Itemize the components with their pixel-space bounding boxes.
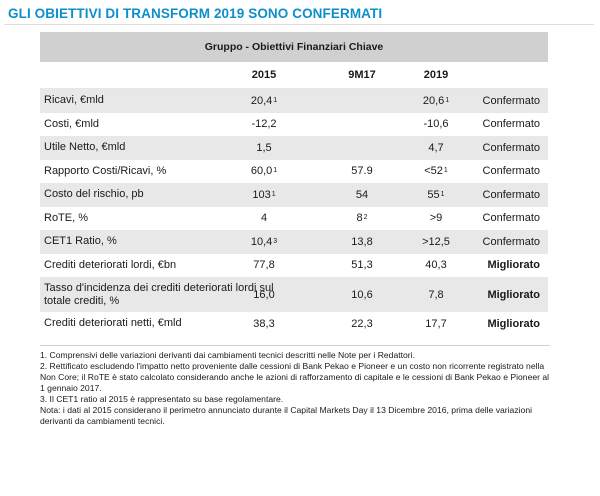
row-label: Crediti deteriorati netti, €mld xyxy=(44,317,182,330)
value-text: 4 xyxy=(260,212,268,225)
table-row: Ricavi, €mld 20,4 1 20,6 1 Confermato xyxy=(40,89,548,113)
value-2015: 103 1 xyxy=(252,188,276,201)
value-text: 13,8 xyxy=(351,235,373,248)
status-label: Migliorato xyxy=(487,288,540,301)
value-2019: 20,6 1 xyxy=(422,94,450,107)
value-2015: -12,2 xyxy=(220,113,308,137)
status-label: Confermato xyxy=(482,212,540,225)
financial-targets-table: Gruppo - Obiettivi Finanziari Chiave 201… xyxy=(40,30,548,336)
value-text: 20,4 xyxy=(250,94,273,107)
status-label: Confermato xyxy=(482,118,540,131)
footnote-nota: Nota: i dati al 2015 considerano il peri… xyxy=(40,405,533,426)
value-9m17: 57.9 xyxy=(318,160,406,184)
value-2019: 55 1 xyxy=(427,188,445,201)
table-row: Utile Netto, €mld 1,5 4,7 Confermato xyxy=(40,136,548,160)
value-text: 7,8 xyxy=(428,288,444,301)
status-label: Confermato xyxy=(482,94,540,107)
row-label: Utile Netto, €mld xyxy=(44,141,126,154)
value-text: 10,4 xyxy=(250,235,273,248)
table-row: CET1 Ratio, % 10,4 3 13,8 >12,5 Confermato xyxy=(40,230,548,254)
value-text: 10,6 xyxy=(351,288,373,301)
value-2019: 40,3 xyxy=(392,254,480,278)
table-body: Ricavi, €mld 20,4 1 20,6 1 Confermato Costi, €… xyxy=(40,89,548,336)
value-text: 54 xyxy=(355,188,369,201)
row-label: Costi, €mld xyxy=(44,117,100,130)
value-text: -12,2 xyxy=(251,118,277,131)
footnote-1: 1. Comprensivi delle variazioni derivant… xyxy=(40,350,415,360)
value-2019: >9 xyxy=(392,207,480,231)
value-2019: >12,5 xyxy=(392,230,480,254)
status-label: Confermato xyxy=(482,165,540,178)
notes-divider xyxy=(40,345,550,346)
title-divider xyxy=(4,24,594,25)
row-label: Rapporto Costi/Ricavi, % xyxy=(44,164,167,177)
value-text: 103 xyxy=(252,188,271,201)
table-row: Tasso d'incidenza dei crediti deteriorat… xyxy=(40,277,548,312)
page-title: GLI OBIETTIVI DI TRANSFORM 2019 SONO CON… xyxy=(8,6,383,21)
value-2019: -10,6 xyxy=(392,113,480,137)
value-2019: 7,8 xyxy=(392,277,480,312)
value-text: 17,7 xyxy=(425,317,447,330)
status-label: Confermato xyxy=(482,235,540,248)
row-label: Ricavi, €mld xyxy=(44,94,104,107)
value-text: -10,6 xyxy=(423,118,449,131)
value-2015: 60,0 1 xyxy=(250,165,278,178)
column-header-2019: 2019 xyxy=(423,69,449,81)
table-row: Rapporto Costi/Ricavi, % 60,0 1 57.9 <52 1 Con… xyxy=(40,160,548,184)
row-label: CET1 Ratio, % xyxy=(44,235,117,248)
value-2015: 77,8 xyxy=(220,254,308,278)
table-column-headers: 2015 9M17 2019 xyxy=(40,62,548,89)
value-9m17: 51,3 xyxy=(318,254,406,278)
value-9m17: 10,6 xyxy=(318,277,406,312)
value-text: 57.9 xyxy=(351,165,373,178)
value-text: 51,3 xyxy=(351,259,373,272)
row-label: RoTE, % xyxy=(44,211,89,224)
value-text: 38,3 xyxy=(253,317,275,330)
table-row: Costo del rischio, pb 103 1 54 55 1 Confermato xyxy=(40,183,548,207)
value-2015: 4 xyxy=(220,207,308,231)
value-2019: <52 1 xyxy=(424,165,448,178)
value-text: 22,3 xyxy=(351,317,373,330)
column-header-9m17: 9M17 xyxy=(348,69,376,81)
table-row: RoTE, % 4 8 2 >9 Confermato xyxy=(40,207,548,231)
table-group-header: Gruppo - Obiettivi Finanziari Chiave xyxy=(40,32,548,62)
table-row: Crediti deteriorati lordi, €bn 77,8 51,3 40… xyxy=(40,254,548,278)
footnotes: 1. Comprensivi delle variazioni derivant… xyxy=(40,350,552,427)
value-text: 77,8 xyxy=(253,259,275,272)
value-text: 1,5 xyxy=(256,141,272,154)
value-2019: 4,7 xyxy=(392,136,480,160)
table-row: Crediti deteriorati netti, €mld 38,3 22,3 1… xyxy=(40,312,548,336)
value-2015: 10,4 3 xyxy=(250,235,278,248)
row-label: Tasso d'incidenza dei crediti deteriorat… xyxy=(44,281,274,307)
status-label: Confermato xyxy=(482,188,540,201)
value-text: <52 xyxy=(424,165,443,178)
value-9m17: 22,3 xyxy=(318,312,406,336)
status-label: Migliorato xyxy=(487,317,540,330)
value-text: 4,7 xyxy=(428,141,444,154)
value-2019: 17,7 xyxy=(392,312,480,336)
value-text: 20,6 xyxy=(422,94,445,107)
table-row: Costi, €mld -12,2 -10,6 Confermato xyxy=(40,113,548,137)
value-2015: 20,4 1 xyxy=(250,94,278,107)
value-text: 60,0 xyxy=(250,165,273,178)
column-header-2015: 2015 xyxy=(251,69,277,81)
value-text: 8 xyxy=(356,212,363,225)
status-label: Confermato xyxy=(482,141,540,154)
value-text: 40,3 xyxy=(425,259,447,272)
value-text: 16,0 xyxy=(253,288,275,301)
value-2015: 16,0 xyxy=(220,277,308,312)
status-label: Migliorato xyxy=(487,259,540,272)
row-label: Crediti deteriorati lordi, €bn xyxy=(44,258,177,271)
row-label: Costo del rischio, pb xyxy=(44,188,144,201)
value-2015: 38,3 xyxy=(220,312,308,336)
value-text: >12,5 xyxy=(422,235,450,248)
value-9m17: 54 xyxy=(318,183,406,207)
value-text: >9 xyxy=(429,212,443,225)
footnote-3: 3. Il CET1 ratio al 2015 è rappresentato… xyxy=(40,394,284,404)
footnote-2: 2. Rettificato escludendo l'impatto nett… xyxy=(40,361,550,393)
value-9m17: 13,8 xyxy=(318,230,406,254)
value-text: 55 xyxy=(427,188,440,201)
value-2015: 1,5 xyxy=(220,136,308,160)
